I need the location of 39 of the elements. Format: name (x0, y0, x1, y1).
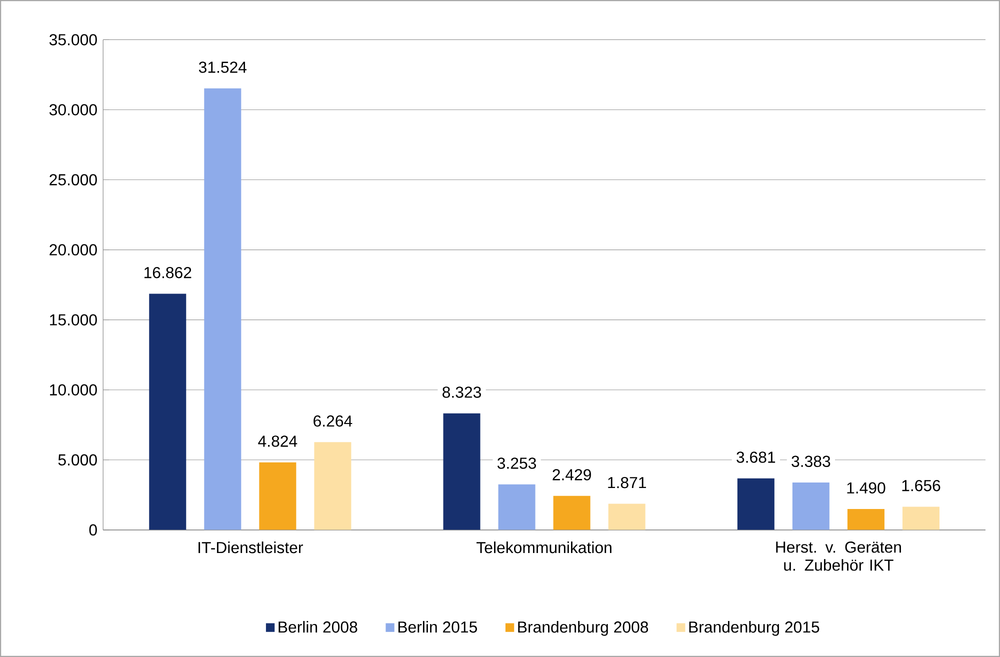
y-tick-label: 0 (89, 524, 97, 536)
data-label: 16.862 (144, 266, 192, 278)
y-tick-label: 15.000 (50, 314, 97, 326)
x-tick-label: Telekommunikation (476, 541, 612, 554)
legend-label: Brandenburg 2015 (689, 620, 820, 636)
bar (498, 484, 536, 530)
bar (792, 482, 830, 530)
data-label: 31.524 (198, 62, 247, 73)
data-label: 1.871 (608, 476, 646, 488)
data-label: 1.656 (902, 480, 940, 492)
data-label: 1.490 (847, 482, 886, 494)
x-tick-label: Herst. v. Geräten u. Zubehör IKT (776, 541, 901, 571)
y-tick-label: 10.000 (50, 384, 97, 396)
bar (553, 496, 590, 530)
data-label: 6.264 (314, 415, 352, 427)
data-label: 3.253 (497, 458, 536, 469)
legend-label: Berlin 2008 (278, 620, 358, 633)
data-label: 8.323 (442, 386, 481, 398)
bar (737, 478, 774, 530)
bar (608, 504, 646, 530)
data-label: 4.824 (258, 436, 298, 447)
data-label: 2.429 (552, 469, 591, 480)
bar (149, 294, 186, 530)
legend-label: Brandenburg 2008 (518, 620, 648, 636)
y-tick-label: 20.000 (50, 244, 97, 256)
legend-label: Berlin 2015 (398, 620, 477, 633)
bar (902, 506, 940, 530)
y-tick-label: 5.000 (58, 454, 97, 466)
data-label: 3.681 (736, 452, 776, 463)
y-tick-label: 35.000 (49, 34, 97, 46)
bar (259, 462, 296, 530)
bar (204, 88, 242, 530)
data-label: 3.383 (792, 456, 830, 468)
bar (847, 509, 884, 530)
bar (314, 442, 352, 530)
y-tick-label: 30.000 (49, 104, 97, 116)
y-tick-label: 25.000 (50, 174, 97, 186)
bar (443, 413, 480, 530)
x-tick-label: IT-Dienstleister (198, 541, 303, 554)
